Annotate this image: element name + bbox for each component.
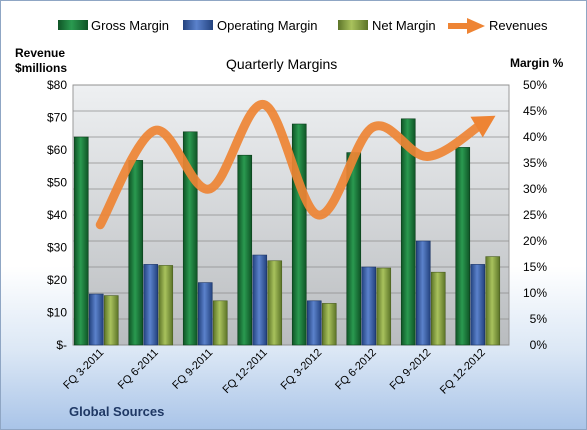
y-left-title-line2: $millions (15, 61, 67, 75)
legend-label-gross-margin: Gross Margin (91, 18, 169, 33)
x-tick-label: FQ 3-2012 (279, 347, 325, 393)
legend-item-net-margin[interactable]: Net Margin (338, 18, 436, 33)
bar-operating-margin[interactable] (470, 264, 486, 346)
revenue-line-arrowhead (470, 115, 496, 138)
legend-label-operating-margin: Operating Margin (217, 18, 317, 33)
legend-swatch-gross-margin (58, 20, 88, 30)
y-left-title-line1: Revenue (15, 46, 65, 60)
y-left-tick-label: $10 (47, 306, 67, 320)
legend-arrow-revenues (467, 18, 485, 34)
bar-operating-margin[interactable] (306, 300, 322, 346)
legend-label-net-margin: Net Margin (372, 18, 436, 33)
bar-gross-margin[interactable] (400, 118, 416, 346)
x-tick-label: FQ 9-2012 (388, 347, 434, 393)
y-right-tick-label: 15% (523, 260, 547, 274)
y-right-tick-label: 10% (523, 286, 547, 300)
bar-operating-margin[interactable] (197, 282, 213, 346)
y-left-ticks: $- $10 $20 $30 $40 $50 $60 $70 $80 (47, 78, 67, 352)
y-right-tick-label: 0% (530, 338, 548, 352)
x-tick-label: FQ 6-2011 (116, 347, 161, 392)
legend-swatch-operating-margin (183, 20, 213, 30)
bar-net-margin[interactable] (267, 260, 283, 346)
legend-swatch-net-margin (338, 20, 368, 30)
x-tick-label: FQ 12-2011 (220, 347, 269, 396)
revenue-line-path[interactable] (95, 100, 487, 230)
bar-net-margin[interactable] (376, 267, 392, 346)
chart-title: Quarterly Margins (226, 56, 337, 72)
bar-net-margin[interactable] (430, 271, 446, 346)
bar-net-margin[interactable] (485, 256, 501, 346)
y-right-tick-label: 5% (530, 312, 548, 326)
y-right-ticks: 0% 5% 10% 15% 20% 25% 30% 35% 40% 45% 50% (523, 78, 547, 352)
y-right-tick-label: 35% (523, 156, 547, 170)
bar-net-margin[interactable] (212, 300, 228, 346)
source-label: Global Sources (69, 404, 164, 419)
legend: Gross Margin Operating Margin Net Margin… (58, 18, 548, 34)
legend-label-revenues: Revenues (489, 18, 548, 33)
legend-item-operating-margin[interactable]: Operating Margin (183, 18, 317, 33)
bar-operating-margin[interactable] (415, 240, 431, 346)
bar-operating-margin[interactable] (252, 254, 268, 346)
y-left-tick-label: $50 (47, 176, 67, 190)
y-left-tick-label: $- (56, 338, 67, 352)
y-left-tick-label: $20 (47, 273, 67, 287)
x-tick-label: FQ 9-2011 (170, 347, 215, 392)
bar-gross-margin[interactable] (346, 152, 362, 346)
y-right-tick-label: 20% (523, 234, 547, 248)
legend-item-gross-margin[interactable]: Gross Margin (58, 18, 169, 33)
legend-item-revenues[interactable]: Revenues (448, 18, 548, 34)
x-tick-label: FQ 12-2012 (438, 347, 488, 397)
y-left-tick-label: $80 (47, 78, 67, 92)
y-left-tick-label: $60 (47, 143, 67, 157)
bar-operating-margin[interactable] (143, 264, 159, 346)
y-right-tick-label: 40% (523, 130, 547, 144)
y-right-tick-label: 25% (523, 208, 547, 222)
bar-gross-margin[interactable] (237, 154, 253, 346)
bar-gross-margin[interactable] (455, 147, 471, 346)
bar-operating-margin[interactable] (361, 266, 377, 346)
bar-net-margin[interactable] (158, 265, 174, 346)
y-right-title: Margin % (510, 56, 564, 70)
x-tick-label: FQ 6-2012 (333, 347, 379, 393)
y-right-tick-label: 30% (523, 182, 547, 196)
bar-gross-margin[interactable] (73, 136, 89, 346)
x-ticks: FQ 3-2011 FQ 6-2011 FQ 9-2011 FQ 12-2011 FQ … (61, 347, 488, 397)
revenue-line (95, 100, 496, 230)
y-right-tick-label: 50% (523, 78, 547, 92)
bar-operating-margin[interactable] (88, 293, 104, 346)
y-left-tick-label: $40 (47, 208, 67, 222)
y-right-tick-label: 45% (523, 104, 547, 118)
x-tick-label: FQ 3-2011 (61, 347, 106, 392)
bars (73, 118, 501, 346)
bar-net-margin[interactable] (321, 303, 337, 346)
y-left-tick-label: $70 (47, 111, 67, 125)
bar-gross-margin[interactable] (128, 160, 144, 346)
y-left-tick-label: $30 (47, 241, 67, 255)
bar-net-margin[interactable] (103, 295, 119, 346)
